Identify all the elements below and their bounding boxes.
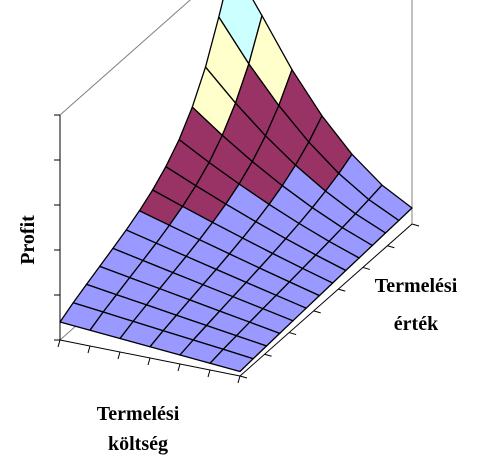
x-tick [117, 351, 121, 360]
x-tick [177, 363, 181, 372]
y-tick [264, 353, 272, 357]
y-tick [313, 310, 321, 314]
x-tick [237, 375, 241, 384]
y-axis-label-line1: Termelési [375, 275, 458, 297]
x-tick [147, 357, 151, 366]
y-tick [411, 223, 420, 227]
x-axis-label-line2: költség [108, 433, 168, 455]
x-tick [87, 345, 91, 354]
top-left-edge [59, 0, 191, 116]
y-tick [387, 245, 395, 249]
x-axis-label-line1: Termelési [97, 403, 180, 425]
y-tick [289, 332, 297, 336]
x-tick [207, 369, 211, 378]
surface-cell [209, 348, 254, 373]
x-tick [57, 339, 61, 348]
axis-ticks [54, 114, 420, 384]
y-axis-label-line2: érték [394, 313, 439, 335]
z-axis-label: Profit [17, 215, 39, 265]
y-axis-line [239, 223, 413, 377]
y-tick [362, 266, 370, 270]
y-tick [239, 375, 248, 379]
y-tick [338, 288, 346, 292]
surface-mesh [59, 0, 413, 373]
